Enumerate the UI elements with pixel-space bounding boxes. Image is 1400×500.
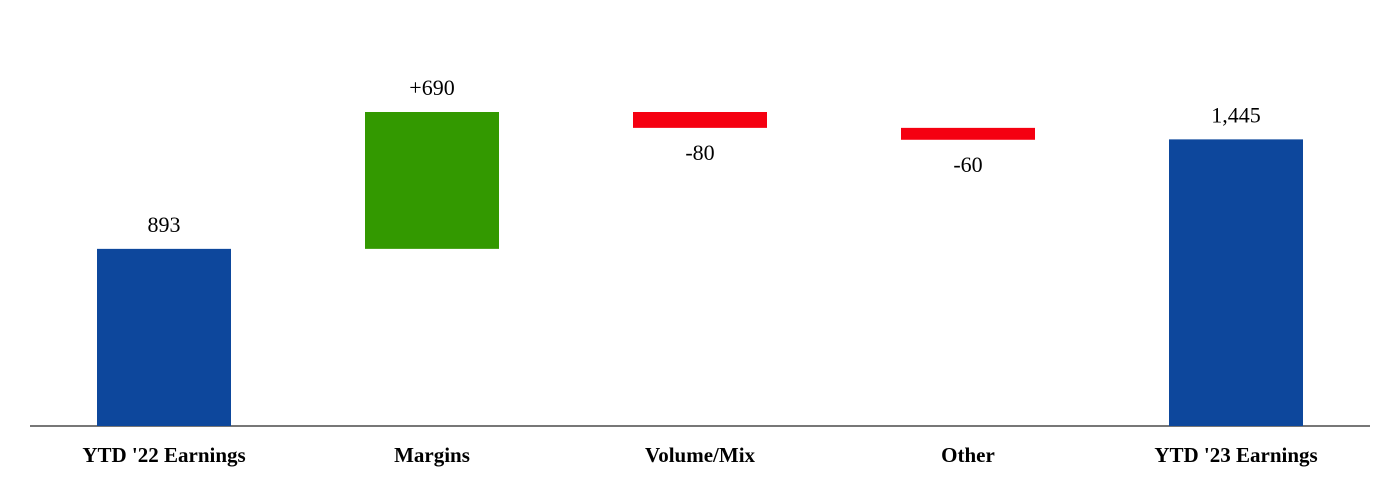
x-tick-label: Volume/Mix bbox=[645, 443, 756, 467]
x-tick-label: YTD '23 Earnings bbox=[1154, 443, 1317, 467]
bar bbox=[1169, 139, 1303, 426]
value-label: -80 bbox=[685, 140, 714, 165]
bar bbox=[633, 112, 767, 128]
bar bbox=[97, 248, 231, 426]
x-tick-label: Other bbox=[941, 443, 995, 467]
bar bbox=[901, 127, 1035, 140]
value-label: 893 bbox=[148, 212, 181, 237]
value-label: -60 bbox=[953, 152, 982, 177]
x-tick-label: YTD '22 Earnings bbox=[82, 443, 245, 467]
bar bbox=[365, 112, 499, 249]
value-label: +690 bbox=[409, 75, 454, 100]
x-tick-label: Margins bbox=[394, 443, 470, 467]
value-label: 1,445 bbox=[1211, 102, 1261, 127]
